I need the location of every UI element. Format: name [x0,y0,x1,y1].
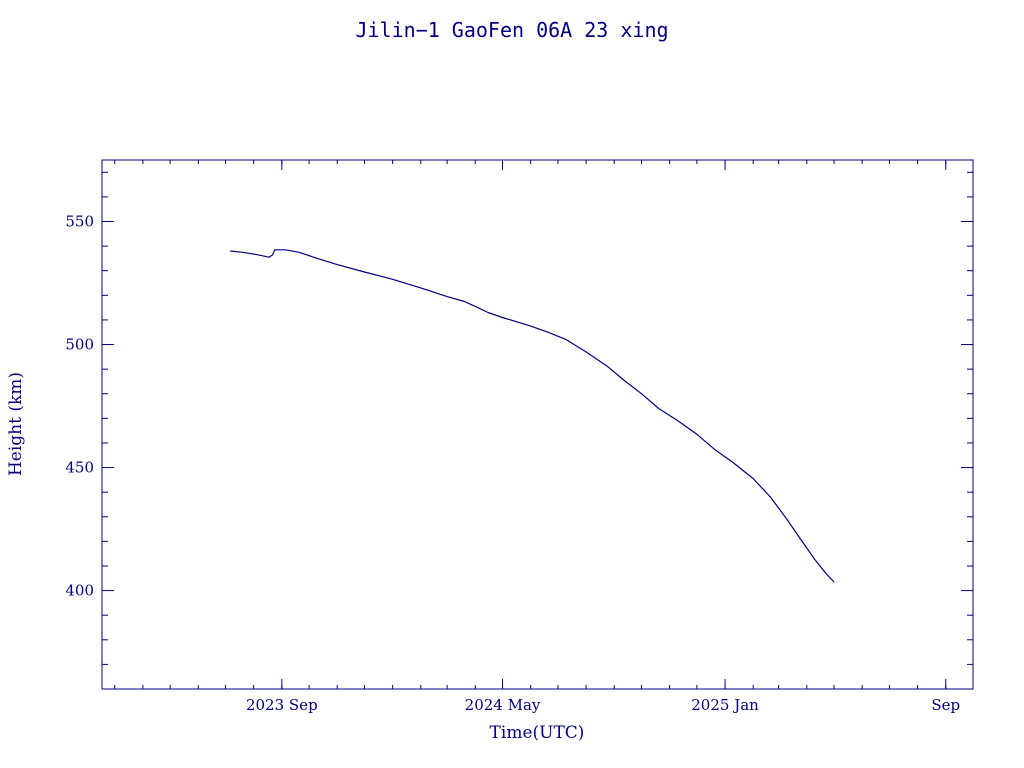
y-tick-label: 550 [65,213,94,231]
chart-title: Jilin−1 GaoFen 06A 23 xing [355,18,668,42]
y-tick-label: 400 [65,582,94,600]
x-tick-label: 2024 May [465,696,541,714]
y-tick-labels: 400 450 500 550 [65,213,94,600]
x-tick-labels: 2023 Sep 2024 May 2025 Jan Sep [246,696,960,714]
axis-ticks [102,160,974,690]
y-tick-label: 500 [65,336,94,354]
x-tick-label: 2023 Sep [246,696,318,714]
x-tick-label: 2025 Jan [691,696,759,714]
plot-frame [101,159,974,690]
x-tick-label: Sep [931,696,960,714]
y-tick-label: 450 [65,459,94,477]
x-axis-label: Time(UTC) [490,723,585,743]
series-line [230,249,835,583]
series-layer [230,249,835,583]
y-axis-label: Height (km) [6,372,26,476]
